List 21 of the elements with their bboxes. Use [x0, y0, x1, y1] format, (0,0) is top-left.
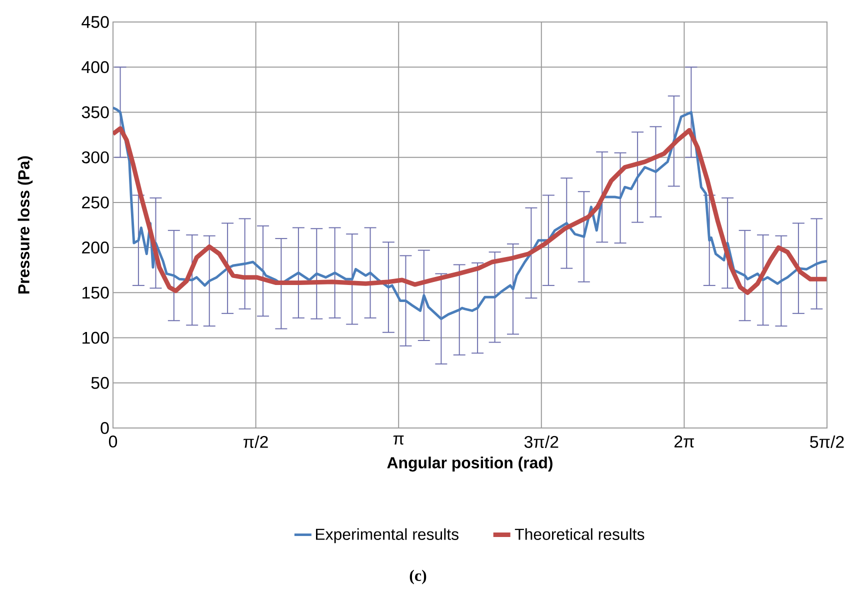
y-axis-title: Pressure loss (Pa) — [18, 156, 33, 294]
x-tick-label: 2π — [674, 436, 694, 448]
x-tick-label: 3π/2 — [524, 436, 558, 448]
y-tick-label: 450 — [82, 16, 109, 28]
text: (c) — [410, 570, 426, 584]
y-tick-label: 50 — [91, 376, 109, 389]
x-tick-label: 5π/2 — [810, 436, 844, 448]
y-tick-label: 400 — [82, 61, 109, 74]
legend-label: Experimental results — [316, 528, 458, 544]
legend-label: Theoretical results — [514, 528, 644, 540]
x-tick-label: π/2 — [244, 436, 268, 448]
x-tick-label: π — [393, 436, 404, 445]
y-tick-label: 150 — [82, 286, 109, 299]
y-tick-label: 250 — [82, 196, 109, 208]
y-tick-label: 100 — [82, 332, 109, 344]
x-tick-label: 0 — [108, 436, 118, 448]
x-axis-title: Angular position (rad) — [387, 456, 552, 472]
y-tick-label: 200 — [82, 242, 109, 254]
y-tick-label: 300 — [82, 151, 109, 164]
y-tick-label: 350 — [82, 106, 109, 118]
y-tick-label: 0 — [100, 422, 109, 434]
